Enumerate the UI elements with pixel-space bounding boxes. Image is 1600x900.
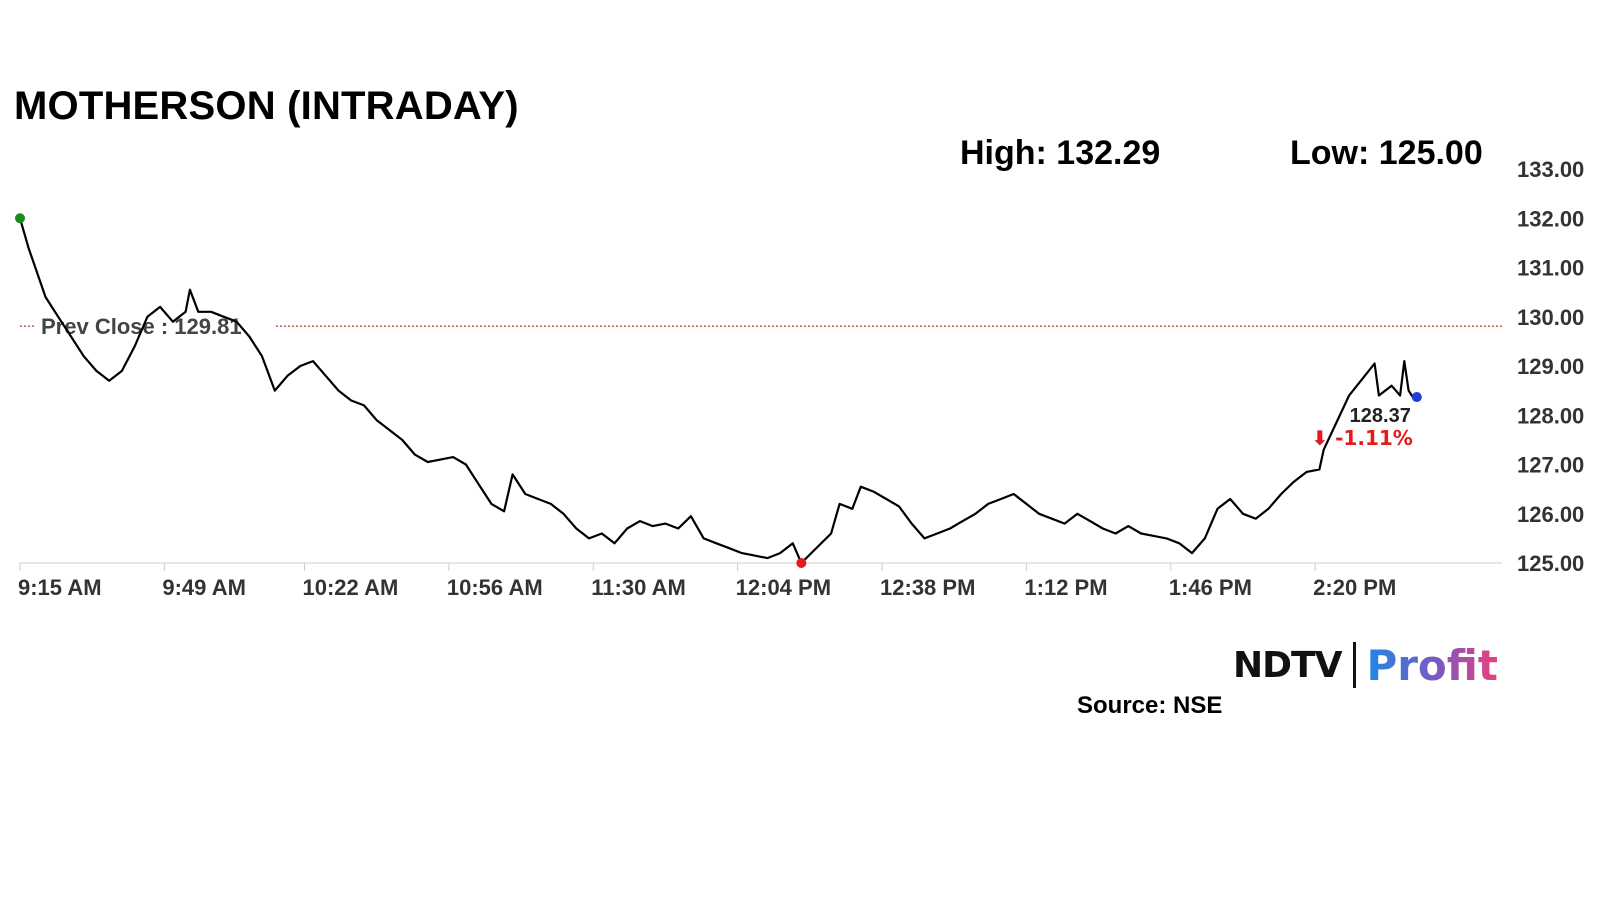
x-tick-label: 10:22 AM	[303, 575, 399, 600]
prev-close-label-bg	[36, 310, 276, 341]
y-tick-label: 130.00	[1517, 305, 1584, 330]
y-tick-label: 133.00	[1517, 157, 1584, 182]
y-tick-label: 126.00	[1517, 502, 1584, 527]
x-tick-label: 10:56 AM	[447, 575, 543, 600]
y-tick-label: 125.00	[1517, 551, 1584, 576]
y-tick-label: 131.00	[1517, 256, 1584, 281]
open-marker	[15, 213, 25, 224]
x-tick-label: 9:15 AM	[18, 575, 102, 600]
y-tick-label: 129.00	[1517, 354, 1584, 379]
low-label: Low: 125.00	[1290, 134, 1483, 172]
y-tick-label: 128.00	[1517, 403, 1584, 428]
y-tick-label: 132.00	[1517, 206, 1584, 231]
x-tick-label: 2:20 PM	[1313, 575, 1396, 600]
logo-ndtv-text: NDTV	[1233, 644, 1342, 686]
price-chart: 9:15 AM 9:49 AM 10:22 AM 10:56 AM 11:30 AM 12…	[15, 157, 1584, 600]
y-tick-label: 127.00	[1517, 453, 1584, 478]
last-price-label: 128.37	[1350, 405, 1411, 427]
day-low-marker	[796, 558, 807, 568]
x-tick-label: 12:04 PM	[736, 575, 831, 600]
x-tick-label: 9:49 AM	[162, 575, 246, 600]
chart-title: MOTHERSON (INTRADAY)	[14, 84, 519, 128]
change-percent-label: ⬇ -1.11%	[1311, 426, 1412, 450]
logo-profit-text: Profit	[1366, 640, 1498, 690]
x-tick-label: 12:38 PM	[880, 575, 975, 600]
logo-divider	[1353, 642, 1357, 688]
ndtv-profit-logo: NDTV Profit	[1233, 640, 1498, 690]
last-price-marker	[1411, 392, 1422, 403]
prev-close-label: Prev Close : 129.81	[41, 314, 242, 339]
x-tick-label: 11:30 AM	[591, 575, 686, 600]
price-line	[18, 217, 1414, 565]
x-tick-label: 1:46 PM	[1169, 575, 1252, 600]
x-tick-label: 1:12 PM	[1024, 575, 1107, 600]
high-label: High: 132.29	[960, 134, 1161, 172]
source-label: Source: NSE	[1077, 692, 1223, 719]
